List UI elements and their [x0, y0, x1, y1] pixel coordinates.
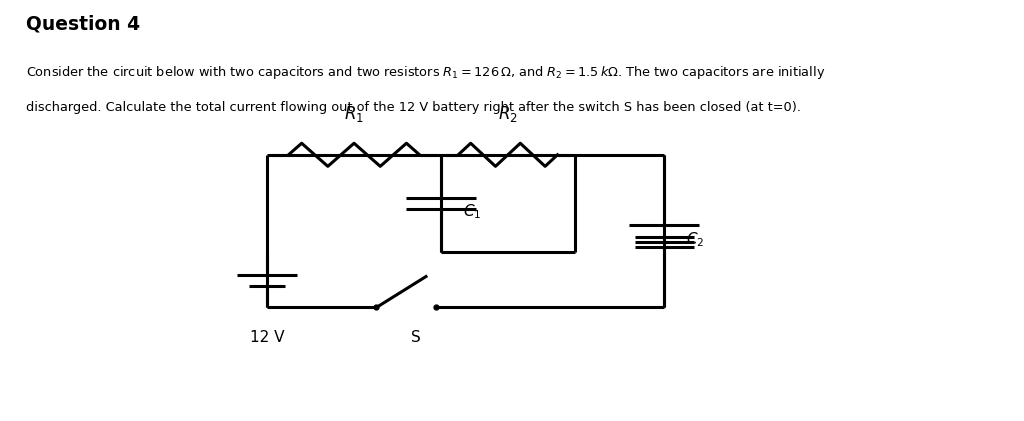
Text: $C_2$: $C_2$ — [686, 230, 705, 249]
Text: Question 4: Question 4 — [26, 14, 140, 34]
Text: Consider the circuit below with two capacitors and two resistors $R_1 = 126\,\Om: Consider the circuit below with two capa… — [26, 64, 825, 81]
Text: discharged. Calculate the total current flowing out of the 12 V battery right af: discharged. Calculate the total current … — [26, 101, 801, 114]
Text: $R_2$: $R_2$ — [498, 104, 518, 124]
Text: $C_1$: $C_1$ — [463, 202, 481, 221]
Text: S: S — [412, 330, 421, 345]
Text: $R_1$: $R_1$ — [344, 104, 364, 124]
Text: 12 V: 12 V — [250, 330, 285, 345]
